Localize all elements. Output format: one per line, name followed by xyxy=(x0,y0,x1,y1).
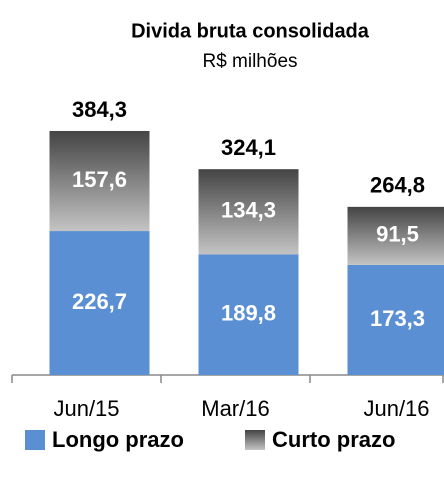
bar-segment xyxy=(49,130,150,232)
legend-label: Longo prazo xyxy=(52,427,184,452)
total-label: 324,1 xyxy=(221,135,276,160)
bar-segment xyxy=(198,169,299,255)
segment-label: 134,3 xyxy=(221,198,276,223)
bar-segment xyxy=(49,231,150,375)
x-tick-label: Mar/16 xyxy=(201,396,269,421)
bar-segment xyxy=(347,264,444,375)
legend-swatch xyxy=(25,430,45,450)
chart-subtitle: R$ milhões xyxy=(202,51,297,72)
bar-segment xyxy=(198,254,299,375)
segment-label: 226,7 xyxy=(72,289,127,314)
segment-label: 91,5 xyxy=(376,222,419,247)
total-label: 384,3 xyxy=(72,97,127,122)
x-tick-label: Jun/15 xyxy=(53,396,119,421)
chart-title: Divida bruta consolidada xyxy=(131,20,370,42)
x-tick-label: Jun/16 xyxy=(363,396,429,421)
bar-segment xyxy=(347,206,444,265)
segment-label: 157,6 xyxy=(72,167,127,192)
segment-label: 189,8 xyxy=(221,301,276,326)
legend-swatch xyxy=(245,430,265,450)
total-label: 264,8 xyxy=(370,173,425,198)
segment-label: 173,3 xyxy=(370,306,425,331)
legend-label: Curto prazo xyxy=(272,427,395,452)
